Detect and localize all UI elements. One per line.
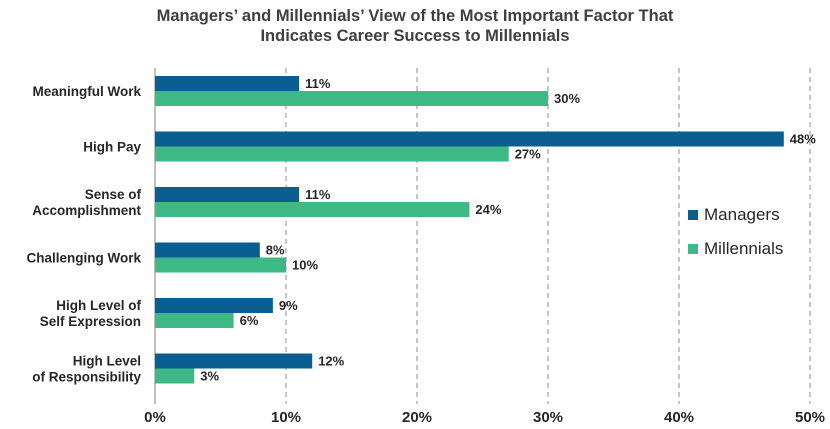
x-tick-label: 50% [795, 409, 825, 426]
bar-millennials [155, 146, 509, 162]
category-label: of Responsibility [32, 370, 141, 385]
x-tick-label: 30% [533, 409, 563, 426]
x-tick-label: 40% [664, 409, 694, 426]
data-label: 12% [318, 354, 344, 369]
category-label: High Level [73, 354, 141, 369]
x-tick-label: 20% [402, 409, 432, 426]
category-label: Challenging Work [26, 251, 141, 266]
data-label: 11% [305, 187, 331, 202]
bar-managers [155, 76, 300, 91]
legend-item-millennials: Millennials [688, 238, 783, 260]
category-label: Self Expression [40, 314, 141, 329]
category-label: High Level of [56, 298, 141, 313]
bar-millennials [155, 202, 470, 217]
bar-millennials [155, 91, 548, 106]
bar-managers [155, 131, 784, 147]
chart-title-line-1: Managers’ and Millennials’ View of the M… [156, 7, 674, 25]
x-tick-label: 0% [144, 409, 166, 426]
data-label: 3% [200, 369, 219, 384]
data-label: 48% [790, 132, 816, 147]
category-label: Accomplishment [32, 203, 141, 218]
data-label: 24% [475, 202, 501, 217]
bar-millennials [155, 368, 195, 384]
legend-swatch-millennials [688, 244, 698, 254]
legend-label-managers: Managers [704, 205, 780, 224]
data-label: 6% [240, 313, 259, 328]
data-label: 8% [266, 243, 285, 258]
data-label: 11% [305, 76, 331, 91]
bar-millennials [155, 257, 286, 273]
bar-managers [155, 298, 273, 313]
data-label: 27% [515, 147, 541, 162]
category-label: Sense of [85, 187, 142, 202]
data-label: 10% [292, 258, 318, 273]
x-tick-label: 10% [271, 409, 301, 426]
legend-label-millennials: Millennials [704, 239, 784, 258]
legend: Managers Millennials [688, 204, 783, 272]
bar-millennials [155, 313, 234, 328]
bar-managers [155, 187, 300, 202]
chart-title-line-2: Indicates Career Success to Millennials [260, 27, 570, 45]
legend-swatch-managers [688, 210, 698, 220]
category-label: Meaningful Work [32, 84, 141, 99]
chart-title: Managers’ and Millennials’ View of the M… [0, 6, 830, 46]
data-label: 30% [554, 91, 580, 106]
bar-managers [155, 353, 313, 369]
legend-item-managers: Managers [688, 204, 783, 226]
data-label: 9% [279, 298, 298, 313]
bar-managers [155, 242, 260, 258]
category-label: High Pay [83, 140, 141, 155]
